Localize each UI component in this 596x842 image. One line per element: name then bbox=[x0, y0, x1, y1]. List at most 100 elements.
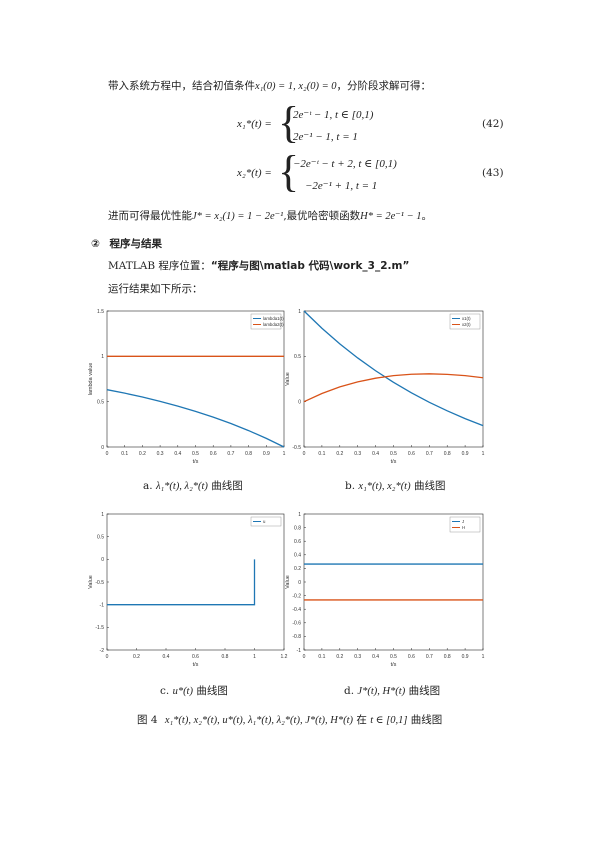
x-tick-label: 1 bbox=[253, 654, 256, 660]
x-tick-label: 0 bbox=[303, 451, 306, 457]
program-path: “程序与图\matlab 代码\work_3_2.m” bbox=[210, 260, 410, 272]
x-tick-label: 0.4 bbox=[372, 654, 379, 660]
eq42-case1: 2e⁻ᵗ − 1, t ∈ [0,1) bbox=[293, 109, 374, 121]
caption-d-prefix: d. bbox=[344, 685, 355, 697]
x-tick-label: 0.6 bbox=[210, 451, 217, 457]
x-tick-label: 1.2 bbox=[281, 654, 288, 660]
figure-suffix: 曲线图 bbox=[410, 714, 443, 726]
initial-condition-math: x₁(0) = 1, x₂(0) = 0 bbox=[255, 81, 337, 92]
plot-area bbox=[106, 310, 285, 448]
x-tick-label: 0.8 bbox=[245, 451, 252, 457]
x-tick-label: 0.5 bbox=[390, 654, 397, 660]
x-tick-label: 0.9 bbox=[462, 451, 469, 457]
result-paragraph: 进而可得最优性能J* = x₂(1) = 1 − 2e⁻¹,最优哈密顿函数H* … bbox=[108, 208, 432, 223]
x-tick-label: 0.6 bbox=[192, 654, 199, 660]
eq43-case1: −2e⁻ᵗ − t + 2, t ∈ [0,1) bbox=[293, 158, 397, 170]
y-tick-label: 0 bbox=[298, 399, 301, 405]
caption-c-math: u*(t) bbox=[172, 686, 193, 697]
performance-math: J* = x₂(1) = 1 − 2e⁻¹ bbox=[192, 211, 284, 222]
eq43-brace: { bbox=[278, 147, 300, 196]
chart-b: 0 0.1 0.2 0.3 0.4 0.5 0.6 0.7 0.8 0.9 1-0.500.51t/… bbox=[285, 309, 485, 465]
legend-label: lambda2(t) bbox=[263, 322, 284, 327]
x-tick-label: 0.8 bbox=[444, 451, 451, 457]
series-line-lambda1(t) bbox=[106, 389, 285, 448]
y-axis-label: Value bbox=[88, 575, 94, 589]
x-tick-label: 0.2 bbox=[336, 451, 343, 457]
figure-caption: 图 4 x₁*(t), x₂*(t), u*(t), λ₁*(t), λ₂*(t… bbox=[137, 712, 442, 727]
x-tick-label: 0 bbox=[106, 654, 109, 660]
caption-c-prefix: c. bbox=[160, 685, 170, 697]
legend-label: u bbox=[263, 519, 266, 524]
figure-range: t ∈ [0,1] bbox=[370, 715, 408, 726]
y-tick-label: -2 bbox=[100, 648, 105, 654]
figure-mid: 在 bbox=[356, 714, 367, 726]
x-tick-label: 1 bbox=[283, 451, 286, 457]
intro-paragraph: 带入系统方程中，结合初值条件x₁(0) = 1, x₂(0) = 0，分阶段求解… bbox=[108, 78, 431, 93]
y-tick-label: 1 bbox=[298, 512, 301, 518]
caption-a-suffix: 曲线图 bbox=[211, 480, 243, 492]
x-tick-label: 0.7 bbox=[227, 451, 234, 457]
y-axis-label: lambda value bbox=[88, 363, 94, 396]
y-tick-label: 1 bbox=[101, 354, 104, 360]
caption-c: c. u*(t) 曲线图 bbox=[160, 683, 228, 698]
chart-c: 0 0.2 0.4 0.6 0.8 1 1.2 -2 -1.5 -1 -0.5 0 0.5 1 t/s Val… bbox=[88, 512, 288, 668]
equation-43: x₂*(t) = { −2e⁻ᵗ − t + 2, t ∈ [0,1) −2e⁻… bbox=[237, 150, 567, 197]
y-tick-label: 0.5 bbox=[97, 534, 104, 540]
x-tick-label: 0.7 bbox=[426, 451, 433, 457]
legend-box bbox=[449, 516, 481, 533]
figure-label: 图 4 bbox=[137, 714, 158, 726]
x-tick-label: 0.3 bbox=[354, 654, 361, 660]
eq43-lhs: x₂*(t) = bbox=[237, 167, 272, 179]
y-tick-label: -0.2 bbox=[292, 593, 301, 599]
x-tick-label: 0.9 bbox=[462, 654, 469, 660]
y-axis-label: Value bbox=[285, 372, 291, 386]
series-line-u bbox=[107, 559, 256, 606]
x-axis-label: t/s bbox=[391, 459, 397, 465]
y-tick-label: 0.6 bbox=[294, 539, 301, 545]
legend-label: lambda1(t) bbox=[263, 316, 284, 321]
x-tick-label: 0.9 bbox=[263, 451, 270, 457]
x-tick-label: 0.1 bbox=[318, 654, 325, 660]
x-tick-label: 0.5 bbox=[390, 451, 397, 457]
x-tick-label: 0 bbox=[106, 451, 109, 457]
caption-b: b. x₁*(t), x₂*(t) 曲线图 bbox=[345, 478, 445, 493]
caption-a: a. λ₁*(t), λ₂*(t) 曲线图 bbox=[143, 478, 243, 493]
caption-d-math: J*(t), H*(t) bbox=[357, 686, 406, 697]
x-tick-label: 0.2 bbox=[139, 451, 146, 457]
y-tick-label: -1 bbox=[297, 648, 302, 654]
caption-b-prefix: b. bbox=[345, 480, 356, 492]
result-text-1: 进而可得最优性能 bbox=[108, 210, 192, 222]
x-tick-label: 0.6 bbox=[408, 451, 415, 457]
x-tick-label: 0.4 bbox=[372, 451, 379, 457]
x-tick-label: 0.2 bbox=[336, 654, 343, 660]
result-text-2: ,最优哈密顿函数 bbox=[283, 210, 361, 222]
y-tick-label: -0.4 bbox=[292, 607, 301, 613]
legend-label: H bbox=[462, 525, 465, 530]
chart-a: 0 0.1 0.2 0.3 0.4 0.5 0.6 0.7 0.8 0.9 1 0 0.5 1 1.5 t/s… bbox=[88, 309, 286, 465]
figure-math: x₁*(t), x₂*(t), u*(t), λ₁*(t), λ₂*(t), J… bbox=[164, 715, 354, 726]
equation-42: x₁*(t) = { 2e⁻ᵗ − 1, t ∈ [0,1) 2e⁻¹ − 1,… bbox=[237, 101, 567, 148]
x-tick-label: 1 bbox=[482, 654, 485, 660]
eq43-case2: −2e⁻¹ + 1, t = 1 bbox=[305, 180, 378, 192]
hamiltonian-math: H* = 2e⁻¹ − 1 bbox=[360, 211, 422, 222]
caption-a-math: λ₁*(t), λ₂*(t) bbox=[155, 481, 208, 492]
x-axis-label: t/s bbox=[193, 662, 199, 668]
x-tick-label: 0.4 bbox=[163, 654, 170, 660]
y-tick-label: -1 bbox=[100, 602, 105, 608]
x-tick-label: 0 bbox=[303, 654, 306, 660]
program-label: MATLAB 程序位置： bbox=[108, 260, 211, 272]
y-tick-label: 0.5 bbox=[97, 399, 104, 405]
y-tick-label: 0.8 bbox=[294, 525, 301, 531]
legend-box bbox=[250, 313, 282, 330]
x-axis-label: t/s bbox=[391, 662, 397, 668]
x-tick-label: 0.7 bbox=[426, 654, 433, 660]
x-tick-label: 0.8 bbox=[222, 654, 229, 660]
program-location: MATLAB 程序位置：“程序与图\matlab 代码\work_3_2.m” bbox=[108, 258, 409, 273]
x-tick-label: 0.3 bbox=[157, 451, 164, 457]
y-tick-label: -0.5 bbox=[292, 445, 301, 451]
x-tick-label: 0.2 bbox=[133, 654, 140, 660]
legend-box bbox=[449, 313, 481, 330]
series-line-x1(t) bbox=[303, 310, 484, 427]
plot-area bbox=[303, 513, 484, 651]
eq42-brace: { bbox=[278, 98, 300, 147]
